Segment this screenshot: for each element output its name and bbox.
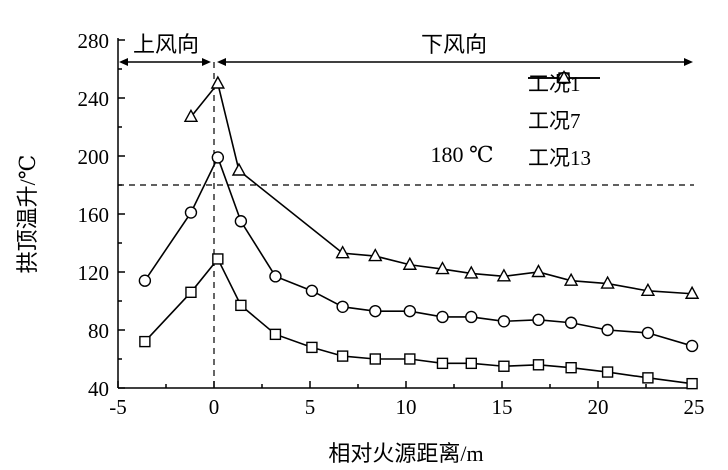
downwind-label: 下风向 [420, 32, 488, 57]
square-marker [532, 359, 545, 371]
threshold-label: 180 ℃ [430, 142, 494, 167]
legend: 工况1 工况7 工况13 [528, 70, 600, 181]
square-marker [306, 341, 318, 354]
square-marker [369, 353, 381, 365]
circle-marker [532, 313, 545, 327]
legend-item-series-2: 工况7 [528, 71, 600, 133]
triangle-marker [183, 108, 199, 123]
tick-label: 240 [78, 87, 110, 111]
square-marker [336, 350, 349, 362]
wind-direction-arrows [119, 58, 693, 66]
tick-label: 25 [684, 395, 705, 419]
tick-label: 0 [209, 395, 220, 419]
circle-marker [305, 284, 319, 298]
circle-marker [211, 151, 225, 164]
arrowhead-icon [119, 58, 128, 66]
series-line [144, 257, 693, 385]
circle-marker [564, 316, 578, 329]
tick-label: 120 [78, 261, 110, 285]
triangle-marker [496, 268, 512, 282]
square-marker [601, 366, 614, 378]
triangle-marker [600, 275, 615, 289]
circle-marker [436, 310, 449, 324]
circle-marker [138, 274, 152, 287]
square-marker [404, 353, 416, 365]
square-marker [185, 286, 197, 298]
square-marker [436, 357, 449, 370]
square-marker [212, 253, 224, 265]
series-line [190, 81, 693, 295]
triangle-marker [563, 272, 579, 286]
square-marker [565, 362, 577, 374]
circle-marker [403, 304, 417, 318]
x-axis-title: 相对火源距离/m [328, 441, 484, 466]
legend-label: 工况13 [528, 146, 591, 170]
circle-marker [234, 215, 248, 228]
triangle-marker [335, 245, 350, 259]
circle-marker [465, 310, 478, 324]
tick-label: 15 [492, 395, 513, 419]
triangle-marker-icon [528, 70, 600, 84]
square-marker [139, 335, 151, 348]
legend-item-series-3: 工况13 [528, 70, 600, 170]
triangle-marker [435, 261, 450, 275]
square-marker [235, 299, 247, 312]
series-3 [183, 75, 700, 299]
tick-label: 80 [88, 319, 109, 343]
upwind-label: 上风向 [132, 32, 200, 57]
triangle-marker [210, 75, 226, 89]
circle-marker [685, 339, 699, 353]
legend-label: 工况7 [528, 109, 581, 133]
tick-label: 20 [588, 395, 609, 419]
arrowhead-icon [217, 58, 226, 66]
series-2 [138, 151, 699, 353]
square-marker [269, 328, 282, 341]
circle-marker [369, 304, 382, 318]
tick-label: 10 [396, 395, 417, 419]
tick-label: -5 [109, 395, 127, 419]
arrowhead-icon [202, 58, 211, 66]
tick-label: 200 [78, 145, 110, 169]
square-marker [498, 360, 510, 372]
circle-marker [336, 300, 349, 313]
tick-label: 5 [305, 395, 316, 419]
triangle-marker [402, 256, 418, 270]
triangle-marker [684, 285, 700, 299]
square-marker [642, 372, 654, 384]
triangle-marker [640, 282, 656, 297]
square-marker [465, 357, 477, 370]
tick-label: 280 [78, 29, 110, 53]
y-axis-title: 拱顶温升/℃ [15, 154, 40, 274]
legend-label: 工况1 [528, 72, 581, 96]
arrowhead-icon [684, 58, 693, 66]
x-axis-ticks: -5 0 5 10 15 20 25 [109, 381, 705, 419]
triangle-marker [464, 265, 479, 279]
triangle-marker [531, 264, 546, 278]
series-line [144, 155, 693, 347]
series-1 [139, 253, 698, 390]
square-marker [686, 377, 698, 390]
circle-marker [184, 206, 198, 219]
circle-marker [269, 270, 282, 283]
triangle-marker [231, 162, 247, 176]
tick-label: 160 [78, 203, 110, 227]
y-axis-ticks: 40 80 120 160 200 240 280 [78, 29, 125, 401]
circle-marker [601, 323, 614, 337]
circle-marker [641, 326, 655, 340]
triangle-marker [368, 248, 383, 262]
tick-label: 40 [88, 377, 109, 401]
circle-marker [497, 315, 511, 328]
